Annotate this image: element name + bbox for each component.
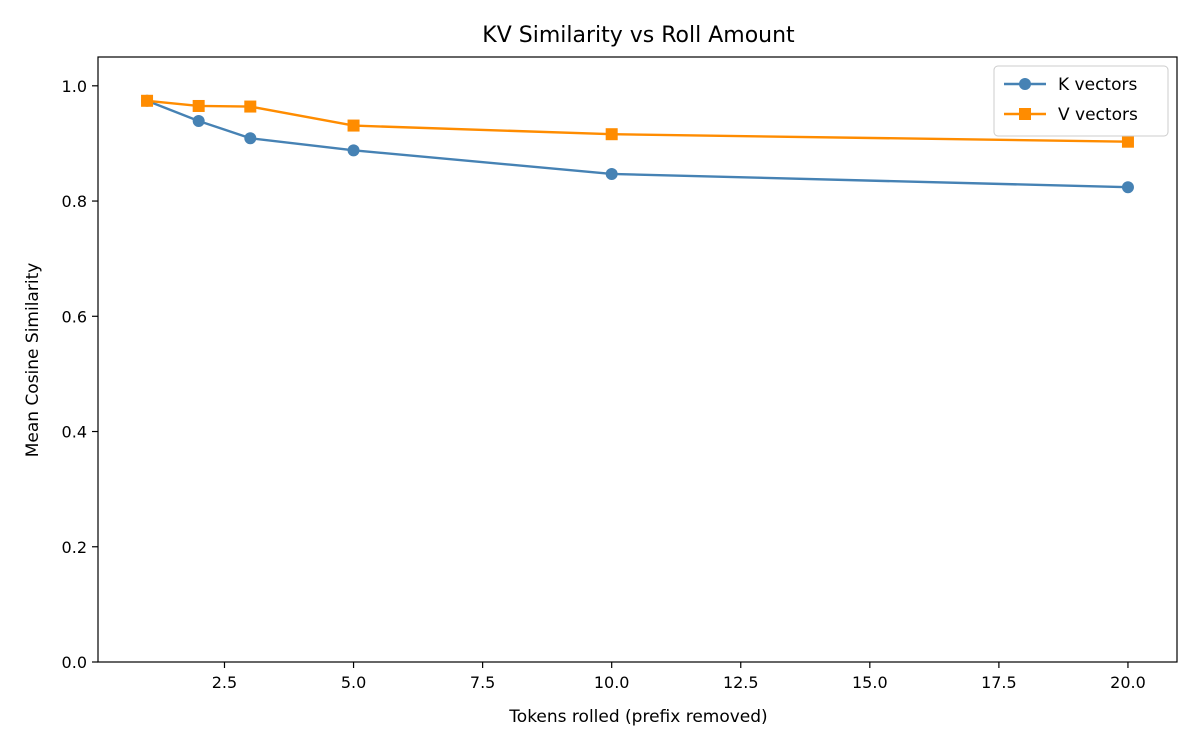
data-point-v-vectors (141, 94, 154, 107)
x-axis-ticks: 2.5 5.0 7.5 10.0 12.5 15.0 17.5 20.0 (212, 662, 1146, 692)
legend-marker-k-vectors (1019, 78, 1031, 90)
series-v-vectors (141, 94, 1134, 148)
data-point-v-vectors (605, 128, 618, 141)
series-layer (141, 94, 1134, 194)
series-k-vectors (141, 94, 1134, 194)
y-tick-label: 0.6 (62, 307, 87, 326)
y-tick-label: 0.2 (62, 538, 87, 557)
x-tick-label: 5.0 (341, 673, 366, 692)
legend-item-k-vectors: K vectors (1004, 75, 1137, 95)
plot-area (97, 56, 1178, 663)
legend-marker-v-vectors (1019, 108, 1031, 120)
data-point-k-vectors (347, 144, 360, 157)
series-line-k-vectors (146, 99, 1128, 189)
data-point-k-vectors (605, 167, 618, 180)
legend-label-v-vectors: V vectors (1058, 105, 1138, 125)
x-tick-label: 7.5 (470, 673, 495, 692)
y-tick-label: 0.8 (62, 192, 87, 211)
data-point-k-vectors (192, 114, 205, 127)
data-point-v-vectors (244, 100, 257, 113)
x-tick-label: 20.0 (1110, 673, 1146, 692)
x-tick-label: 15.0 (852, 673, 888, 692)
y-tick-label: 0.4 (62, 423, 87, 442)
data-point-k-vectors (244, 132, 257, 145)
axes-frame (97, 56, 1178, 663)
y-tick-label: 0.0 (62, 653, 87, 672)
x-tick-label: 12.5 (723, 673, 759, 692)
x-tick-label: 2.5 (212, 673, 237, 692)
x-tick-label: 17.5 (981, 673, 1017, 692)
legend-item-v-vectors: V vectors (1004, 105, 1138, 125)
series-line-v-vectors (146, 99, 1128, 143)
data-point-v-vectors (192, 99, 205, 112)
x-tick-label: 10.0 (594, 673, 630, 692)
y-axis-label: Mean Cosine Similarity (23, 263, 43, 458)
y-axis-ticks: 0.0 0.2 0.4 0.6 0.8 1.0 (62, 77, 98, 672)
x-axis-label: Tokens rolled (prefix removed) (508, 707, 767, 727)
chart-title: KV Similarity vs Roll Amount (482, 23, 795, 48)
y-tick-label: 1.0 (62, 77, 87, 96)
data-point-v-vectors (1121, 135, 1134, 148)
legend-label-k-vectors: K vectors (1058, 75, 1137, 95)
data-point-k-vectors (1121, 181, 1134, 194)
data-point-v-vectors (347, 119, 360, 132)
legend: K vectors V vectors (993, 65, 1169, 137)
